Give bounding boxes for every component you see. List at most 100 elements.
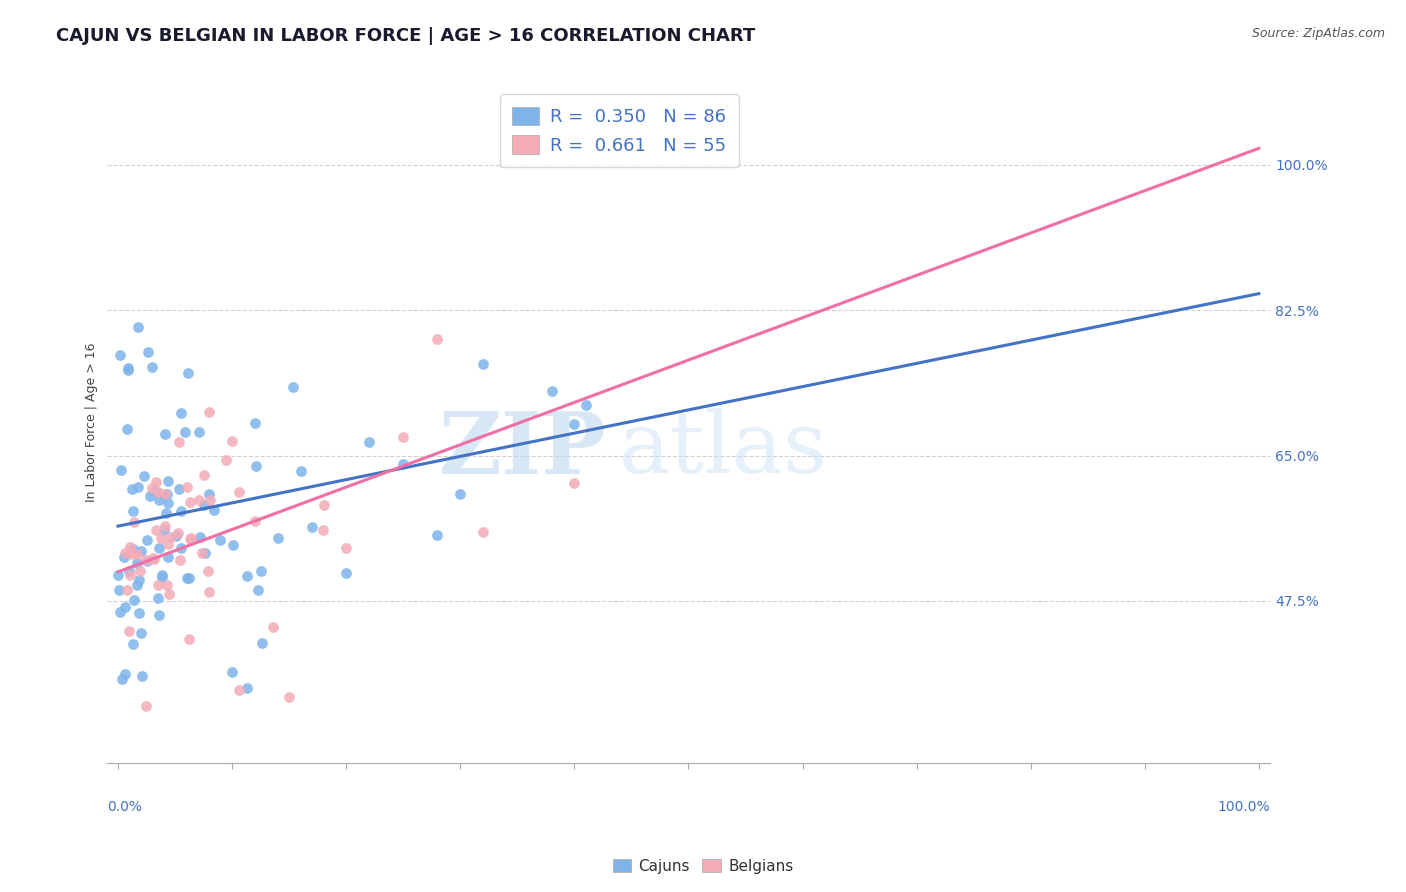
Point — [141, 481, 163, 495]
Point — [153, 488, 176, 502]
Point — [131, 625, 153, 640]
Point — [243, 514, 266, 528]
Point — [125, 556, 148, 570]
Y-axis label: In Labor Force | Age > 16: In Labor Force | Age > 16 — [86, 343, 98, 502]
Point — [118, 540, 141, 554]
Point — [135, 554, 157, 568]
Point — [145, 475, 167, 490]
Text: CAJUN VS BELGIAN IN LABOR FORCE | AGE > 16 CORRELATION CHART: CAJUN VS BELGIAN IN LABOR FORCE | AGE > … — [56, 27, 755, 45]
Point — [115, 582, 138, 597]
Point — [188, 425, 211, 439]
Point — [180, 531, 202, 545]
Point — [138, 489, 160, 503]
Point — [148, 541, 170, 556]
Point — [177, 367, 200, 381]
Point — [278, 690, 301, 704]
Text: atlas: atlas — [619, 408, 828, 491]
Point — [121, 504, 143, 518]
Point — [138, 344, 160, 359]
Point — [120, 567, 142, 582]
Point — [449, 487, 471, 501]
Point — [107, 583, 129, 598]
Point — [335, 541, 357, 556]
Point — [174, 425, 197, 439]
Point — [148, 607, 170, 622]
Point — [283, 379, 305, 393]
Point — [194, 546, 217, 560]
Point — [129, 543, 152, 558]
Point — [149, 531, 172, 545]
Point — [392, 457, 415, 471]
Point — [222, 538, 245, 552]
Point — [290, 464, 312, 478]
Point — [236, 681, 259, 695]
Point — [127, 320, 149, 334]
Point — [127, 578, 149, 592]
Point — [170, 541, 193, 555]
Point — [179, 532, 201, 546]
Point — [228, 485, 250, 500]
Point — [148, 577, 170, 591]
Point — [121, 482, 143, 496]
Point — [122, 541, 145, 556]
Point — [145, 524, 167, 538]
Point — [117, 361, 139, 376]
Text: 0.0%: 0.0% — [107, 800, 142, 814]
Point — [262, 620, 284, 634]
Point — [191, 546, 214, 560]
Point — [247, 582, 270, 597]
Point — [155, 506, 177, 520]
Point — [221, 434, 243, 449]
Point — [177, 632, 200, 646]
Point — [108, 348, 131, 362]
Point — [249, 565, 271, 579]
Point — [122, 637, 145, 651]
Point — [110, 463, 132, 477]
Point — [129, 564, 152, 578]
Point — [131, 669, 153, 683]
Point — [118, 565, 141, 579]
Point — [167, 435, 190, 450]
Point — [335, 566, 357, 580]
Point — [267, 532, 290, 546]
Point — [426, 332, 449, 346]
Point — [143, 484, 166, 499]
Point — [472, 357, 495, 371]
Point — [122, 515, 145, 529]
Point — [198, 487, 221, 501]
Point — [312, 523, 335, 537]
Point — [236, 568, 259, 582]
Point — [132, 468, 155, 483]
Point — [156, 496, 179, 510]
Point — [122, 592, 145, 607]
Point — [128, 574, 150, 588]
Point — [392, 430, 415, 444]
Legend: Cajuns, Belgians: Cajuns, Belgians — [606, 853, 800, 880]
Point — [179, 571, 201, 585]
Point — [153, 523, 176, 537]
Point — [221, 665, 243, 680]
Point — [314, 498, 336, 512]
Point — [157, 586, 180, 600]
Point — [141, 359, 163, 374]
Point — [188, 492, 211, 507]
Point — [245, 459, 267, 474]
Point — [472, 524, 495, 539]
Text: ZIP: ZIP — [439, 408, 607, 491]
Point — [198, 585, 221, 599]
Point — [156, 550, 179, 565]
Point — [125, 548, 148, 562]
Point — [127, 480, 149, 494]
Text: Source: ZipAtlas.com: Source: ZipAtlas.com — [1251, 27, 1385, 40]
Point — [142, 550, 165, 565]
Point — [153, 487, 176, 501]
Point — [197, 564, 219, 578]
Point — [107, 567, 129, 582]
Point — [209, 533, 232, 547]
Point — [176, 571, 198, 585]
Point — [252, 636, 274, 650]
Point — [157, 537, 180, 551]
Point — [169, 552, 191, 566]
Point — [153, 427, 176, 442]
Point — [243, 416, 266, 430]
